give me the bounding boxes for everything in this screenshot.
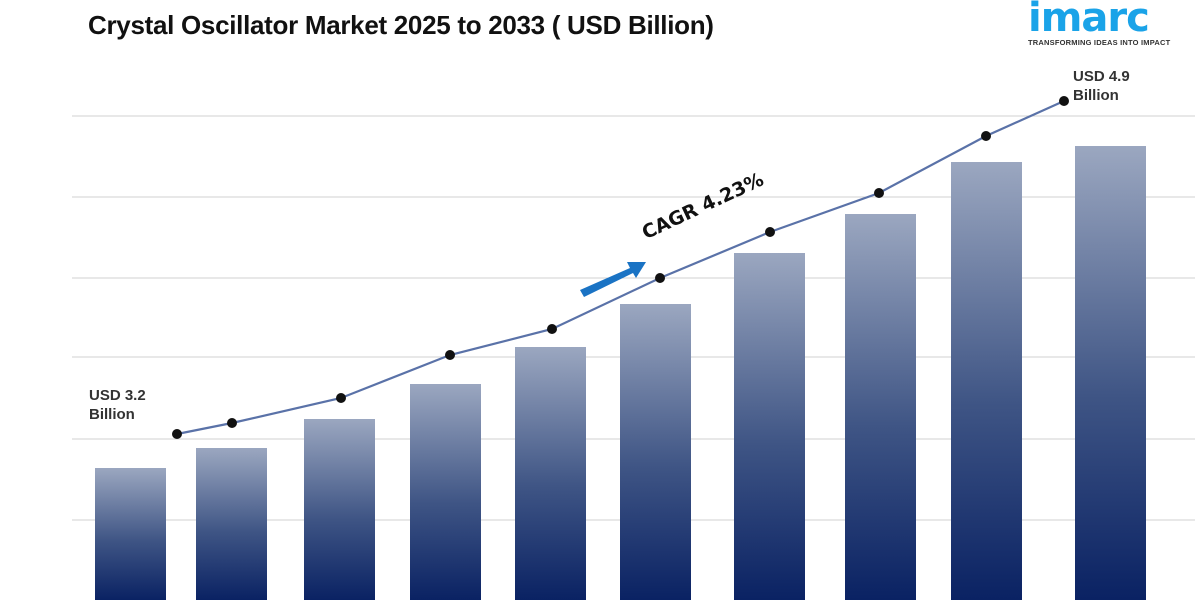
bar bbox=[196, 448, 267, 600]
end-unit: Billion bbox=[1073, 87, 1119, 104]
logo-wordmark: imarc bbox=[1028, 0, 1150, 41]
bar bbox=[620, 304, 691, 600]
bar bbox=[845, 214, 916, 600]
bar bbox=[410, 384, 481, 600]
line-marker bbox=[172, 429, 182, 439]
bar bbox=[95, 468, 166, 600]
line-marker bbox=[765, 227, 775, 237]
bar-series bbox=[95, 146, 1146, 600]
line-marker bbox=[336, 393, 346, 403]
bar bbox=[951, 162, 1022, 600]
line-marker bbox=[547, 324, 557, 334]
cagr-arrow-icon bbox=[580, 262, 646, 297]
line-marker bbox=[227, 418, 237, 428]
start-value: USD 3.2 bbox=[89, 387, 146, 404]
bar bbox=[304, 419, 375, 600]
end-value-label: USD 4.9 Billion bbox=[1073, 67, 1130, 105]
end-value: USD 4.9 bbox=[1073, 68, 1130, 85]
imarc-logo: imarc TRANSFORMING IDEAS INTO IMPACT bbox=[1028, 0, 1178, 47]
bar bbox=[515, 347, 586, 600]
trend-line bbox=[172, 96, 1069, 439]
line-marker bbox=[655, 273, 665, 283]
start-unit: Billion bbox=[89, 406, 135, 423]
bar bbox=[734, 253, 805, 600]
line-marker bbox=[1059, 96, 1069, 106]
chart-title: Crystal Oscillator Market 2025 to 2033 (… bbox=[88, 10, 714, 40]
line-marker bbox=[874, 188, 884, 198]
start-value-label: USD 3.2 Billion bbox=[89, 386, 146, 424]
logo-tagline: TRANSFORMING IDEAS INTO IMPACT bbox=[1028, 38, 1171, 47]
line-marker bbox=[445, 350, 455, 360]
bar bbox=[1075, 146, 1146, 600]
line-marker bbox=[981, 131, 991, 141]
